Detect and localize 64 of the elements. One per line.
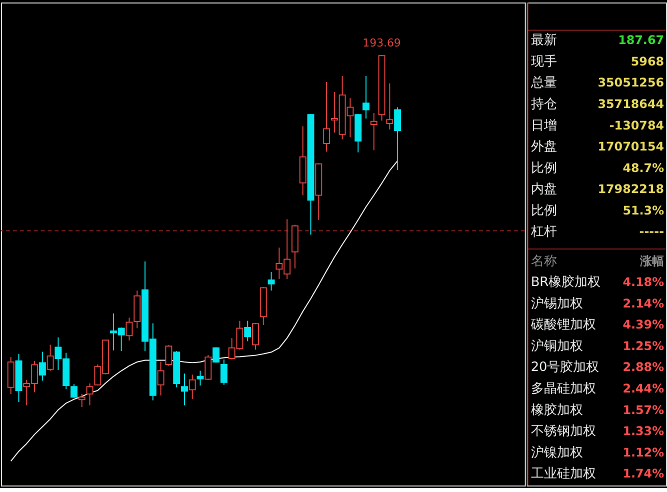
annotation: 193.69 <box>362 36 401 50</box>
text: 5968 <box>630 54 664 68</box>
candlestick <box>362 75 370 120</box>
text: 涨幅 <box>639 254 664 268</box>
text: ----- <box>639 224 664 239</box>
text: 橡胶加权 <box>530 402 583 418</box>
text: 沪锡加权 <box>530 295 583 312</box>
text: 48.7% <box>622 160 664 175</box>
text: 4.18% <box>622 275 664 290</box>
text: 碳酸锂加权 <box>530 318 596 333</box>
candlestick <box>394 106 402 170</box>
text: 35051256 <box>598 76 664 90</box>
candlestick <box>46 344 54 372</box>
text: 51.3% <box>622 203 664 218</box>
text: 比例 <box>530 203 557 218</box>
candlestick <box>220 359 228 386</box>
text: 工业硅加权 <box>530 466 596 482</box>
text: 1.57% <box>622 402 664 417</box>
text: 内盘 <box>530 182 557 198</box>
text: 187.67 <box>618 33 664 48</box>
text: 外盘 <box>530 140 557 155</box>
candlestick <box>268 271 275 292</box>
text: 1.12% <box>622 445 664 460</box>
text: 2.14% <box>622 296 664 310</box>
candlestick <box>244 320 252 342</box>
text: 不锈钢加权 <box>530 424 596 440</box>
candlestick <box>157 361 164 396</box>
text: -130784 <box>609 118 664 132</box>
text: 持仓 <box>530 97 557 112</box>
candlestick <box>370 112 378 151</box>
candlestick <box>70 384 78 398</box>
candlestick <box>252 322 259 350</box>
candlestick <box>323 81 330 152</box>
text: 杠杆 <box>530 224 557 240</box>
text: 1.25% <box>622 338 664 353</box>
text: 2.44% <box>622 382 664 396</box>
candlestick <box>188 374 196 400</box>
text: 17070154 <box>598 140 664 154</box>
text: 多晶硅加权 <box>530 382 596 397</box>
text: 20号胶加权 <box>530 360 600 376</box>
text: 日增 <box>530 118 557 134</box>
candlestick <box>180 373 188 406</box>
candlestick <box>386 82 394 130</box>
text: 总量 <box>530 76 557 91</box>
text: 35718644 <box>598 97 664 112</box>
text: 1.74% <box>622 466 664 481</box>
candlestick <box>165 344 172 366</box>
text: 沪铜加权 <box>530 338 583 354</box>
text: 最新 <box>530 33 557 48</box>
text: 沪镍加权 <box>530 444 583 460</box>
candlestick <box>196 370 204 386</box>
text: 17982218 <box>598 182 664 196</box>
candlestick <box>204 354 212 380</box>
text: 1.33% <box>622 424 664 438</box>
text: BR橡胶加权 <box>530 275 601 290</box>
text: 名称 <box>530 254 557 269</box>
candlestick <box>38 351 46 382</box>
candlestick <box>212 346 220 364</box>
text: 比例 <box>530 160 557 176</box>
candlestick <box>78 394 86 408</box>
text: 现手 <box>530 54 557 70</box>
text: 2.88% <box>622 360 664 374</box>
text: 4.39% <box>622 318 664 332</box>
candlestick <box>86 382 94 406</box>
